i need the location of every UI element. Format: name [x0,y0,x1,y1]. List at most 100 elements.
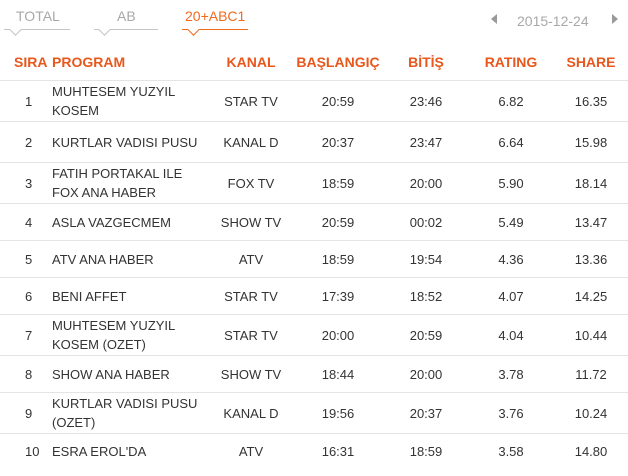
cell-sira: 5 [0,240,52,278]
tab-total-notch [9,23,22,36]
cell-baslangic: 20:00 [292,314,384,356]
cell-kanal: KANAL D [210,392,292,434]
cell-share: 13.47 [554,203,628,241]
cell-rating: 3.76 [468,392,554,434]
top-bar: TOTAL AB 20+ABC1 2015-12-24 [0,0,628,42]
cell-baslangic: 18:59 [292,240,384,278]
cell-bitis: 00:02 [384,203,468,241]
cell-share: 10.44 [554,314,628,356]
cell-kanal: SHOW TV [210,355,292,393]
cell-kanal: STAR TV [210,277,292,315]
tab-ab[interactable]: AB [94,8,158,36]
tab-total[interactable]: TOTAL [4,8,70,36]
cell-bitis: 20:37 [384,392,468,434]
date-label: 2015-12-24 [517,13,589,29]
cell-rating: 5.49 [468,203,554,241]
cell-program: MUHTESEM YUZYIL KOSEM [52,80,210,122]
table-row: 1 MUHTESEM YUZYIL KOSEM STAR TV 20:59 23… [0,80,628,122]
cell-share: 15.98 [554,121,628,163]
cell-baslangic: 20:37 [292,121,384,163]
chevron-left-icon[interactable] [491,14,497,24]
cell-share: 16.35 [554,80,628,122]
cell-bitis: 18:52 [384,277,468,315]
cell-share: 13.36 [554,240,628,278]
cell-sira: 2 [0,121,52,163]
cell-program: ASLA VAZGECMEM [52,203,210,241]
cell-rating: 4.36 [468,240,554,278]
tab-total-label: TOTAL [16,8,60,24]
cell-kanal: ATV [210,433,292,469]
cell-rating: 6.64 [468,121,554,163]
header-baslangic: BAŞLANGIÇ [296,54,380,70]
cell-rating: 6.82 [468,80,554,122]
cell-bitis: 19:54 [384,240,468,278]
cell-share: 14.25 [554,277,628,315]
cell-bitis: 18:59 [384,433,468,469]
tab-20-abc1-notch [187,23,200,36]
cell-rating: 4.07 [468,277,554,315]
cell-bitis: 20:00 [384,162,468,204]
cell-sira: 10 [0,433,52,469]
cell-share: 10.24 [554,392,628,434]
table-row: 7 MUHTESEM YUZYIL KOSEM (OZET) STAR TV 2… [0,314,628,356]
cell-bitis: 23:46 [384,80,468,122]
cell-program: MUHTESEM YUZYIL KOSEM (OZET) [52,314,210,356]
tab-ab-underline [94,29,158,30]
cell-kanal: STAR TV [210,314,292,356]
cell-program: SHOW ANA HABER [52,355,210,393]
cell-baslangic: 19:56 [292,392,384,434]
cell-kanal: KANAL D [210,121,292,163]
header-sira: SIRA [14,54,48,70]
table-row: 6 BENI AFFET STAR TV 17:39 18:52 4.07 14… [0,277,628,315]
tab-20-abc1-underline [182,29,248,30]
cell-rating: 3.78 [468,355,554,393]
table-row: 8 SHOW ANA HABER SHOW TV 18:44 20:00 3.7… [0,355,628,393]
cell-baslangic: 16:31 [292,433,384,469]
chevron-right-icon[interactable] [612,14,618,24]
table-row: 9 KURTLAR VADISI PUSU (OZET) KANAL D 19:… [0,392,628,434]
cell-program: FATIH PORTAKAL ILE FOX ANA HABER [52,162,210,204]
cell-baslangic: 17:39 [292,277,384,315]
cell-bitis: 23:47 [384,121,468,163]
cell-bitis: 20:00 [384,355,468,393]
tab-total-underline [4,29,70,30]
cell-program: ATV ANA HABER [52,240,210,278]
ratings-table: SIRA PROGRAM KANAL BAŞLANGIÇ BİTİŞ RATIN… [0,44,628,469]
cell-sira: 8 [0,355,52,393]
header-kanal: KANAL [226,54,276,70]
cell-program: ESRA EROL'DA [52,433,210,469]
tab-ab-notch [98,23,111,36]
cell-sira: 1 [0,80,52,122]
tab-ab-label: AB [117,8,136,24]
cell-baslangic: 20:59 [292,80,384,122]
tab-20-abc1-label: 20+ABC1 [185,8,246,24]
cell-sira: 9 [0,392,52,434]
table-row: 3 FATIH PORTAKAL ILE FOX ANA HABER FOX T… [0,162,628,204]
cell-rating: 4.04 [468,314,554,356]
table-row: 4 ASLA VAZGECMEM SHOW TV 20:59 00:02 5.4… [0,203,628,241]
header-share: SHARE [566,54,616,70]
cell-sira: 4 [0,203,52,241]
cell-bitis: 20:59 [384,314,468,356]
table-row: 10 ESRA EROL'DA ATV 16:31 18:59 3.58 14.… [0,433,628,469]
cell-kanal: FOX TV [210,162,292,204]
header-bitis: BİTİŞ [408,54,444,70]
cell-program: KURTLAR VADISI PUSU (OZET) [52,392,210,434]
cell-program: KURTLAR VADISI PUSU [52,121,210,163]
cell-rating: 5.90 [468,162,554,204]
cell-share: 14.80 [554,433,628,469]
cell-sira: 3 [0,162,52,204]
table-row: 2 KURTLAR VADISI PUSU KANAL D 20:37 23:4… [0,121,628,163]
cell-baslangic: 18:59 [292,162,384,204]
cell-program: BENI AFFET [52,277,210,315]
header-program: PROGRAM [52,54,126,70]
table-row: 5 ATV ANA HABER ATV 18:59 19:54 4.36 13.… [0,240,628,278]
cell-baslangic: 20:59 [292,203,384,241]
tab-20-abc1[interactable]: 20+ABC1 [182,8,248,36]
cell-baslangic: 18:44 [292,355,384,393]
cell-sira: 7 [0,314,52,356]
table-header-row: SIRA PROGRAM KANAL BAŞLANGIÇ BİTİŞ RATIN… [0,44,628,81]
cell-share: 18.14 [554,162,628,204]
cell-kanal: STAR TV [210,80,292,122]
cell-kanal: ATV [210,240,292,278]
